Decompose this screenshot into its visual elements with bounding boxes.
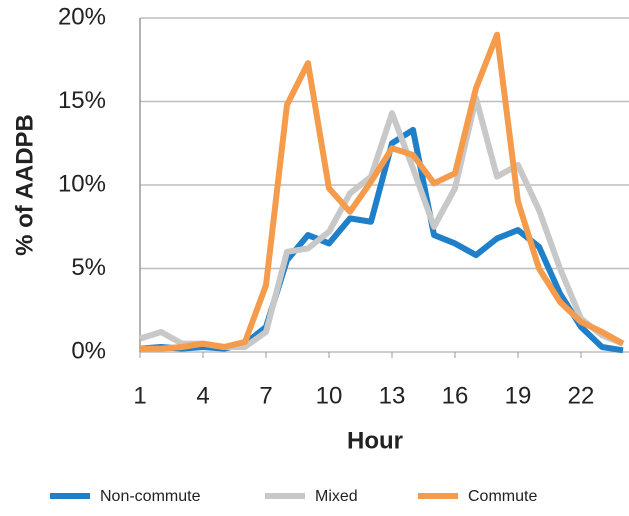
x-tick-label: 19	[505, 382, 532, 409]
y-tick-label: 10%	[58, 170, 106, 197]
x-tick-label: 7	[259, 382, 272, 409]
y-tick-label: 0%	[71, 337, 106, 364]
y-tick-label: 5%	[71, 254, 106, 281]
x-axis-label: Hour	[347, 427, 403, 454]
legend-label: Commute	[468, 488, 537, 505]
y-tick-label: 20%	[58, 3, 106, 30]
legend-label: Non-commute	[100, 488, 201, 505]
x-tick-label: 22	[568, 382, 595, 409]
series-line	[140, 31, 625, 352]
y-tick-label: 15%	[58, 87, 106, 114]
y-axis-label: % of AADPB	[11, 114, 38, 256]
x-tick-label: 16	[442, 382, 469, 409]
x-tick-label: 13	[379, 382, 406, 409]
x-tick-label: 10	[316, 382, 343, 409]
series-line	[139, 95, 625, 350]
x-tick-label: 4	[196, 382, 209, 409]
legend-label: Mixed	[315, 488, 358, 505]
x-tick-label: 1	[133, 382, 146, 409]
